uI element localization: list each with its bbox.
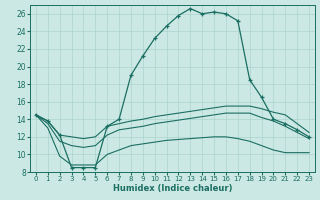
X-axis label: Humidex (Indice chaleur): Humidex (Indice chaleur): [113, 184, 232, 193]
